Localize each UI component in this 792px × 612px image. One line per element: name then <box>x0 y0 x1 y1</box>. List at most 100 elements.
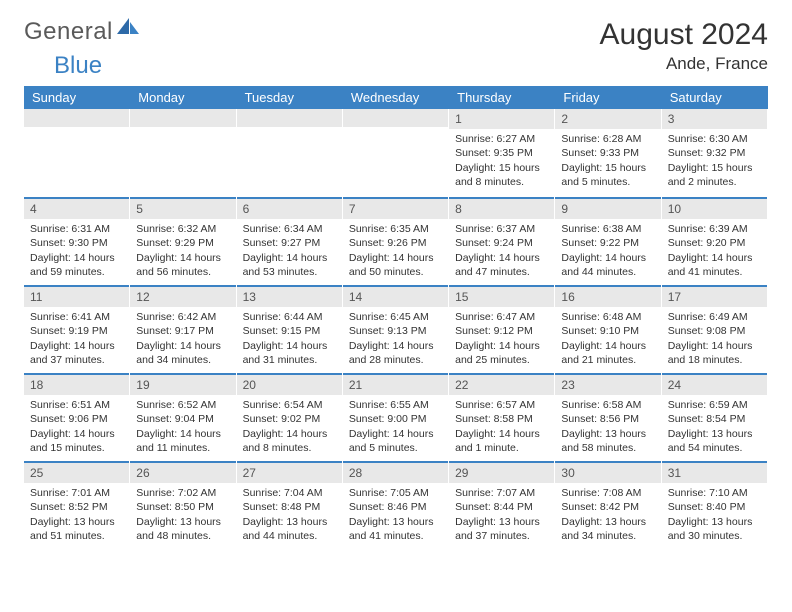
sunset-text: Sunset: 9:06 PM <box>30 412 123 426</box>
day-cell: 13Sunrise: 6:44 AMSunset: 9:15 PMDayligh… <box>237 285 343 373</box>
day-number: 15 <box>449 285 554 307</box>
daylight-text: Daylight: 13 hours and 54 minutes. <box>668 427 761 455</box>
day-number: 22 <box>449 373 554 395</box>
day-body: Sunrise: 6:45 AMSunset: 9:13 PMDaylight:… <box>343 307 448 373</box>
daylight-text: Daylight: 14 hours and 25 minutes. <box>455 339 548 367</box>
sunset-text: Sunset: 8:54 PM <box>668 412 761 426</box>
daylight-text: Daylight: 14 hours and 5 minutes. <box>349 427 442 455</box>
day-cell: 9Sunrise: 6:38 AMSunset: 9:22 PMDaylight… <box>555 197 661 285</box>
sunrise-text: Sunrise: 6:55 AM <box>349 398 442 412</box>
sunrise-text: Sunrise: 7:05 AM <box>349 486 442 500</box>
sunset-text: Sunset: 8:50 PM <box>136 500 229 514</box>
sunset-text: Sunset: 9:30 PM <box>30 236 123 250</box>
daylight-text: Daylight: 14 hours and 15 minutes. <box>30 427 123 455</box>
day-cell: 18Sunrise: 6:51 AMSunset: 9:06 PMDayligh… <box>24 373 130 461</box>
day-cell: 20Sunrise: 6:54 AMSunset: 9:02 PMDayligh… <box>237 373 343 461</box>
sunrise-text: Sunrise: 7:07 AM <box>455 486 548 500</box>
day-cell: 26Sunrise: 7:02 AMSunset: 8:50 PMDayligh… <box>130 461 236 549</box>
day-number: 28 <box>343 461 448 483</box>
daylight-text: Daylight: 15 hours and 2 minutes. <box>668 161 761 189</box>
day-body: Sunrise: 6:57 AMSunset: 8:58 PMDaylight:… <box>449 395 554 461</box>
day-number: 10 <box>662 197 767 219</box>
sunset-text: Sunset: 9:24 PM <box>455 236 548 250</box>
daylight-text: Daylight: 13 hours and 58 minutes. <box>561 427 654 455</box>
sunrise-text: Sunrise: 7:04 AM <box>243 486 336 500</box>
daylight-text: Daylight: 14 hours and 28 minutes. <box>349 339 442 367</box>
daylight-text: Daylight: 14 hours and 41 minutes. <box>668 251 761 279</box>
day-number <box>343 109 448 127</box>
day-cell: 28Sunrise: 7:05 AMSunset: 8:46 PMDayligh… <box>343 461 449 549</box>
sunrise-text: Sunrise: 6:34 AM <box>243 222 336 236</box>
day-number: 26 <box>130 461 235 483</box>
daylight-text: Daylight: 14 hours and 18 minutes. <box>668 339 761 367</box>
day-number: 8 <box>449 197 554 219</box>
day-cell: 21Sunrise: 6:55 AMSunset: 9:00 PMDayligh… <box>343 373 449 461</box>
sunrise-text: Sunrise: 6:49 AM <box>668 310 761 324</box>
calendar-page: General August 2024 Ande, France Blue Su… <box>0 0 792 561</box>
day-cell: 11Sunrise: 6:41 AMSunset: 9:19 PMDayligh… <box>24 285 130 373</box>
day-body: Sunrise: 6:34 AMSunset: 9:27 PMDaylight:… <box>237 219 342 285</box>
sunset-text: Sunset: 9:10 PM <box>561 324 654 338</box>
sunrise-text: Sunrise: 7:01 AM <box>30 486 123 500</box>
sunrise-text: Sunrise: 6:28 AM <box>561 132 654 146</box>
sunrise-text: Sunrise: 6:39 AM <box>668 222 761 236</box>
sunset-text: Sunset: 9:04 PM <box>136 412 229 426</box>
daylight-text: Daylight: 14 hours and 56 minutes. <box>136 251 229 279</box>
day-number: 2 <box>555 109 660 129</box>
day-cell: 1Sunrise: 6:27 AMSunset: 9:35 PMDaylight… <box>449 109 555 197</box>
day-number: 17 <box>662 285 767 307</box>
day-number: 30 <box>555 461 660 483</box>
day-body: Sunrise: 6:38 AMSunset: 9:22 PMDaylight:… <box>555 219 660 285</box>
sunrise-text: Sunrise: 6:52 AM <box>136 398 229 412</box>
sunrise-text: Sunrise: 6:44 AM <box>243 310 336 324</box>
week-row: 11Sunrise: 6:41 AMSunset: 9:19 PMDayligh… <box>24 285 768 373</box>
weeks-container: 1Sunrise: 6:27 AMSunset: 9:35 PMDaylight… <box>24 109 768 549</box>
day-body: Sunrise: 6:52 AMSunset: 9:04 PMDaylight:… <box>130 395 235 461</box>
empty-cell <box>237 109 343 197</box>
sunset-text: Sunset: 9:20 PM <box>668 236 761 250</box>
month-title: August 2024 <box>600 18 768 52</box>
day-cell: 17 Sunrise: 6:49 AMSunset: 9:08 PMDayligh… <box>662 285 768 373</box>
day-body: Sunrise: 6:28 AMSunset: 9:33 PMDaylight:… <box>555 129 660 195</box>
day-number: 21 <box>343 373 448 395</box>
day-number <box>24 109 129 127</box>
daylight-text: Daylight: 14 hours and 34 minutes. <box>136 339 229 367</box>
day-body: Sunrise: 7:10 AMSunset: 8:40 PMDaylight:… <box>662 483 767 549</box>
sunset-text: Sunset: 9:22 PM <box>561 236 654 250</box>
day-cell: 16Sunrise: 6:48 AMSunset: 9:10 PMDayligh… <box>555 285 661 373</box>
sunrise-text: Sunrise: 6:54 AM <box>243 398 336 412</box>
daylight-text: Daylight: 13 hours and 34 minutes. <box>561 515 654 543</box>
day-body: Sunrise: 6:41 AMSunset: 9:19 PMDaylight:… <box>24 307 129 373</box>
daylight-text: Daylight: 13 hours and 51 minutes. <box>30 515 123 543</box>
logo: General <box>24 18 141 46</box>
day-number: 19 <box>130 373 235 395</box>
sunrise-text: Sunrise: 6:59 AM <box>668 398 761 412</box>
logo-sail-icon <box>117 18 139 41</box>
day-number: 29 <box>449 461 554 483</box>
weekday-saturday: Saturday <box>662 86 768 109</box>
daylight-text: Daylight: 14 hours and 53 minutes. <box>243 251 336 279</box>
calendar: SundayMondayTuesdayWednesdayThursdayFrid… <box>24 86 768 549</box>
sunrise-text: Sunrise: 6:45 AM <box>349 310 442 324</box>
sunset-text: Sunset: 9:13 PM <box>349 324 442 338</box>
day-number: 9 <box>555 197 660 219</box>
sunrise-text: Sunrise: 6:37 AM <box>455 222 548 236</box>
day-cell: 3Sunrise: 6:30 AMSunset: 9:32 PMDaylight… <box>662 109 768 197</box>
sunrise-text: Sunrise: 6:35 AM <box>349 222 442 236</box>
day-cell: 23Sunrise: 6:58 AMSunset: 8:56 PMDayligh… <box>555 373 661 461</box>
sunrise-text: Sunrise: 6:32 AM <box>136 222 229 236</box>
sunrise-text: Sunrise: 7:02 AM <box>136 486 229 500</box>
daylight-text: Daylight: 15 hours and 8 minutes. <box>455 161 548 189</box>
sunrise-text: Sunrise: 6:58 AM <box>561 398 654 412</box>
day-number <box>130 109 235 127</box>
sunset-text: Sunset: 9:08 PM <box>668 324 761 338</box>
daylight-text: Daylight: 14 hours and 47 minutes. <box>455 251 548 279</box>
day-number: 5 <box>130 197 235 219</box>
daylight-text: Daylight: 13 hours and 44 minutes. <box>243 515 336 543</box>
day-number: 7 <box>343 197 448 219</box>
day-number: 18 <box>24 373 129 395</box>
sunset-text: Sunset: 9:35 PM <box>455 146 548 160</box>
day-cell: 29Sunrise: 7:07 AMSunset: 8:44 PMDayligh… <box>449 461 555 549</box>
day-body: Sunrise: 7:05 AMSunset: 8:46 PMDaylight:… <box>343 483 448 549</box>
day-cell: 30Sunrise: 7:08 AMSunset: 8:42 PMDayligh… <box>555 461 661 549</box>
